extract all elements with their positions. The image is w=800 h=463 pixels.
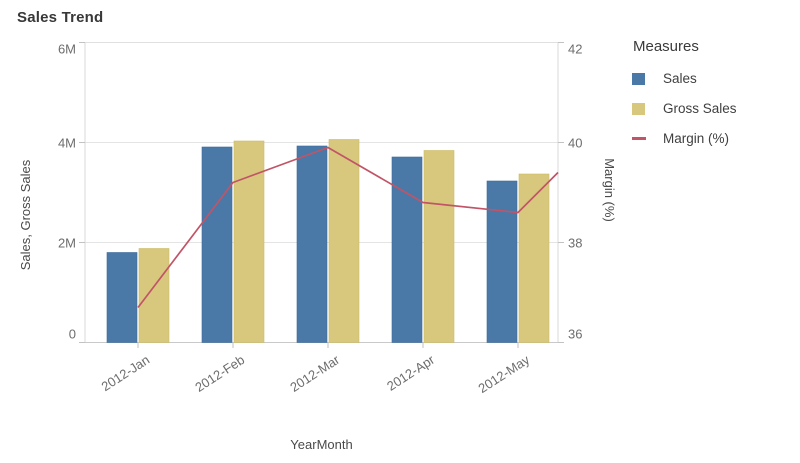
bar-gross-sales-2012-mar[interactable] [328, 139, 360, 343]
legend-items: Sales Gross Sales Margin (%) [632, 68, 737, 149]
right-axis-label-38: 38 [568, 235, 583, 250]
left-axis-label-4M: 4M [57, 135, 76, 150]
bar-sales-2012-mar[interactable] [296, 145, 328, 343]
bar-gross-sales-2012-may[interactable] [518, 173, 550, 343]
bar-sales-2012-feb[interactable] [201, 146, 233, 343]
bar-gross-sales-2012-feb[interactable] [233, 140, 265, 343]
legend: Measures Sales Gross Sales Margin (%) [632, 38, 737, 158]
right-axis-title: Margin (%) [602, 158, 617, 222]
left-axis-label-2M: 2M [57, 235, 76, 250]
legend-title: Measures [633, 38, 699, 55]
margin-percent-line[interactable] [137, 146, 559, 309]
x-axis-title: YearMonth [290, 437, 353, 452]
gross-sales-swatch-icon [632, 102, 645, 115]
sales-swatch-icon [632, 72, 645, 85]
legend-item-gross-sales[interactable]: Gross Sales [632, 98, 737, 119]
legend-item-label: Gross Sales [663, 101, 737, 116]
right-axis-label-42: 42 [568, 41, 583, 57]
right-axis-label-40: 40 [568, 135, 583, 150]
right-axis-label-36: 36 [568, 326, 583, 342]
margin--swatch-icon [632, 137, 646, 140]
left-axis-label-6M: 6M [57, 41, 76, 57]
legend-item-label: Sales [663, 71, 697, 86]
bar-gross-sales-2012-apr[interactable] [423, 150, 455, 343]
bar-sales-2012-apr[interactable] [391, 156, 423, 343]
bar-sales-2012-may[interactable] [486, 180, 518, 343]
legend-item-label: Margin (%) [663, 131, 730, 146]
left-axis-title: Sales, Gross Sales [18, 159, 33, 271]
bar-gross-sales-2012-jan[interactable] [138, 248, 170, 343]
legend-item-margin-[interactable]: Margin (%) [632, 128, 737, 149]
left-axis-label-0: 0 [68, 326, 76, 342]
bar-sales-2012-jan[interactable] [106, 252, 138, 343]
legend-item-sales[interactable]: Sales [632, 68, 737, 89]
chart-title: Sales Trend [17, 9, 104, 26]
